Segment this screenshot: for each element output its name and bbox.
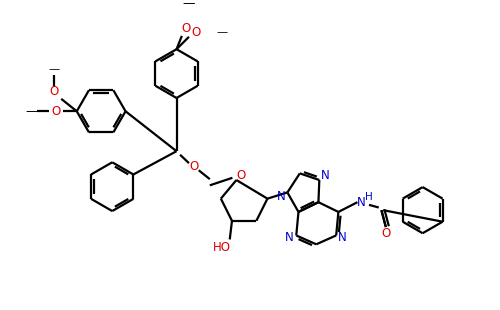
Text: O: O	[49, 85, 58, 98]
Text: N: N	[321, 169, 330, 182]
Text: N: N	[356, 196, 366, 209]
Text: —: —	[216, 27, 228, 37]
Text: O: O	[381, 227, 390, 240]
Text: O: O	[52, 105, 61, 118]
Text: N: N	[338, 231, 347, 244]
Text: —: —	[26, 105, 38, 118]
Text: H: H	[364, 192, 372, 202]
Text: O: O	[182, 22, 191, 35]
Text: O: O	[192, 26, 200, 39]
Text: —: —	[182, 0, 195, 11]
Text: HO: HO	[213, 241, 231, 254]
Text: O: O	[190, 160, 199, 173]
Text: —: —	[48, 64, 60, 74]
Text: O: O	[236, 169, 246, 182]
Text: N: N	[277, 190, 285, 203]
Text: N: N	[285, 231, 294, 244]
